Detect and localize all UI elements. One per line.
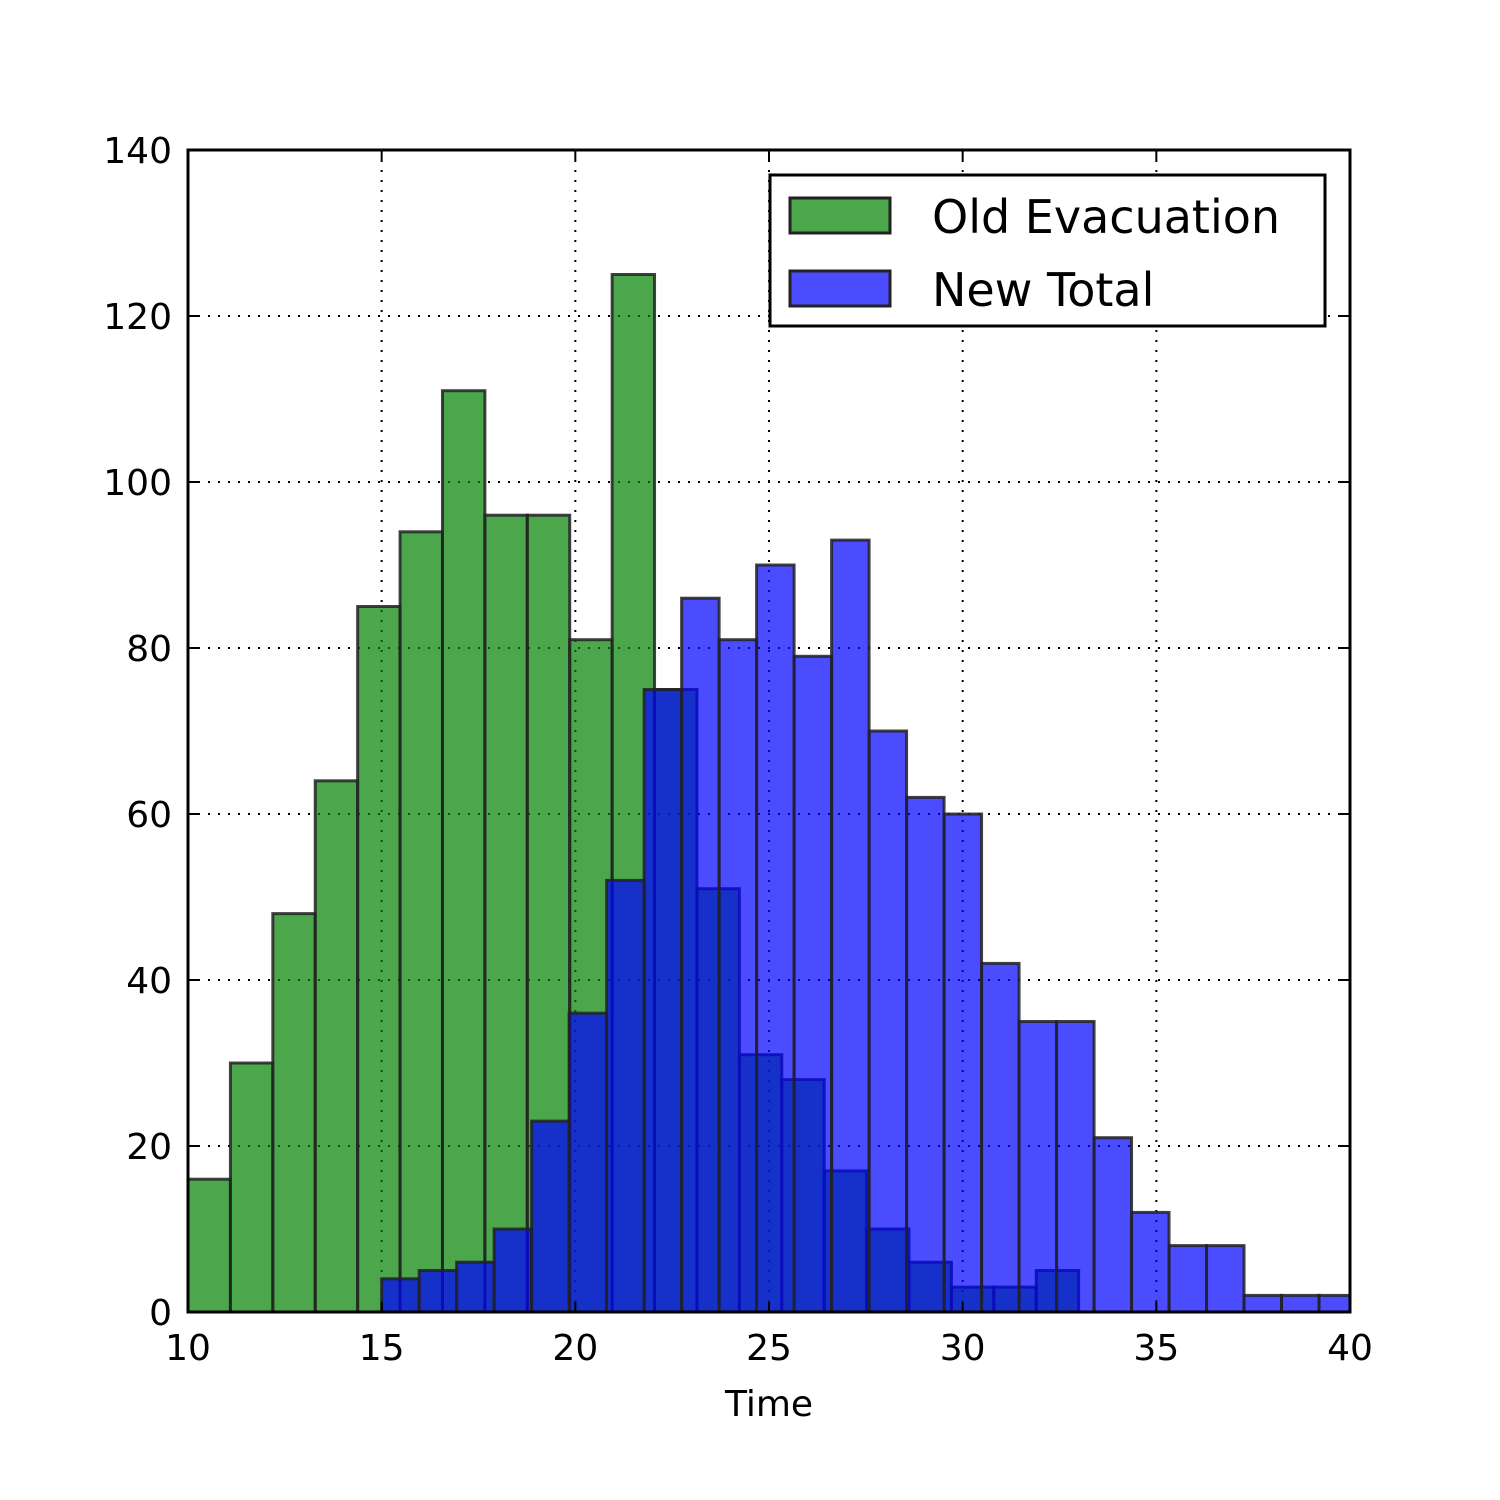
old-evacuation-bar-4 [356,605,402,1314]
old-evacuation-bar-7 [483,513,529,1314]
new-total-bar-3 [492,1227,534,1314]
x-tick-label-4: 30 [940,1328,986,1369]
y-tick-label-7: 140 [103,131,172,172]
new-total-bar-16 [980,961,1021,1314]
new-total-bar-18 [1055,1020,1096,1314]
x-tick-label-3: 25 [746,1328,792,1369]
new-total-bar-15 [942,812,984,1314]
new-total-bar-9 [717,638,759,1314]
new-total-bar-13 [867,729,909,1314]
old-evacuation-bar-1 [228,1061,275,1314]
x-tick-label-1: 15 [359,1328,405,1369]
axis-ticks [187,149,1351,1313]
y-tick-label-0: 0 [149,1293,172,1334]
new-total-bar-12 [830,538,871,1314]
new-total-bar-14 [905,795,946,1314]
x-tick-label-5: 35 [1133,1328,1179,1369]
y-tick-label-5: 100 [103,463,172,504]
new-total-bar-8 [680,596,721,1314]
new-total-bar-2 [455,1260,496,1314]
y-tick-label-1: 20 [126,1127,172,1168]
new-total-bar-17 [1017,1020,1059,1314]
x-tick-label-6: 40 [1327,1328,1373,1369]
old-evacuation-bar-6 [440,389,487,1314]
new-total-bar-23 [1242,1293,1284,1314]
y-tick-label-2: 40 [126,961,172,1002]
x-tick-label-0: 10 [165,1328,211,1369]
y-tick-label-3: 60 [126,795,172,836]
y-tick-label-6: 120 [103,297,172,338]
legend-label-new-total: New Total [932,263,1154,317]
x-axis-label: Time [724,1384,813,1425]
legend-swatch-new-total [788,269,892,308]
x-tick-labels: 10 15 20 25 30 35 40 [165,1328,1373,1369]
old-evacuation-bar-2 [271,912,317,1314]
legend-swatch-old-evacuation [788,196,892,235]
old-evacuation-bar-0 [186,1177,232,1314]
old-evacuation-bar-5 [398,530,444,1314]
new-total-bar-4 [530,1119,571,1314]
new-total-bar-0 [380,1277,421,1314]
legend-label-old-evacuation: Old Evacuation [932,190,1280,244]
y-tick-labels: 0 20 40 60 80 100 120 140 [103,131,172,1334]
new-total-bar-11 [792,654,834,1314]
new-total-bar-7 [642,688,684,1314]
legend: Old Evacuation New Total [768,173,1327,328]
new-total-bar-10 [755,563,796,1314]
new-total-bar-20 [1130,1210,1171,1314]
y-tick-label-4: 80 [126,629,172,670]
new-total-bar-25 [1317,1293,1352,1314]
new-total-bar-24 [1280,1293,1321,1314]
series-new-total-bars [380,538,1352,1314]
new-total-bar-21 [1167,1244,1209,1314]
x-tick-label-2: 20 [552,1328,598,1369]
old-evacuation-bar-3 [313,779,360,1314]
new-total-bar-6 [605,878,646,1314]
new-total-bar-19 [1092,1136,1134,1314]
new-total-bar-5 [567,1011,609,1314]
new-total-bar-22 [1205,1244,1246,1314]
new-total-bar-1 [417,1269,459,1314]
